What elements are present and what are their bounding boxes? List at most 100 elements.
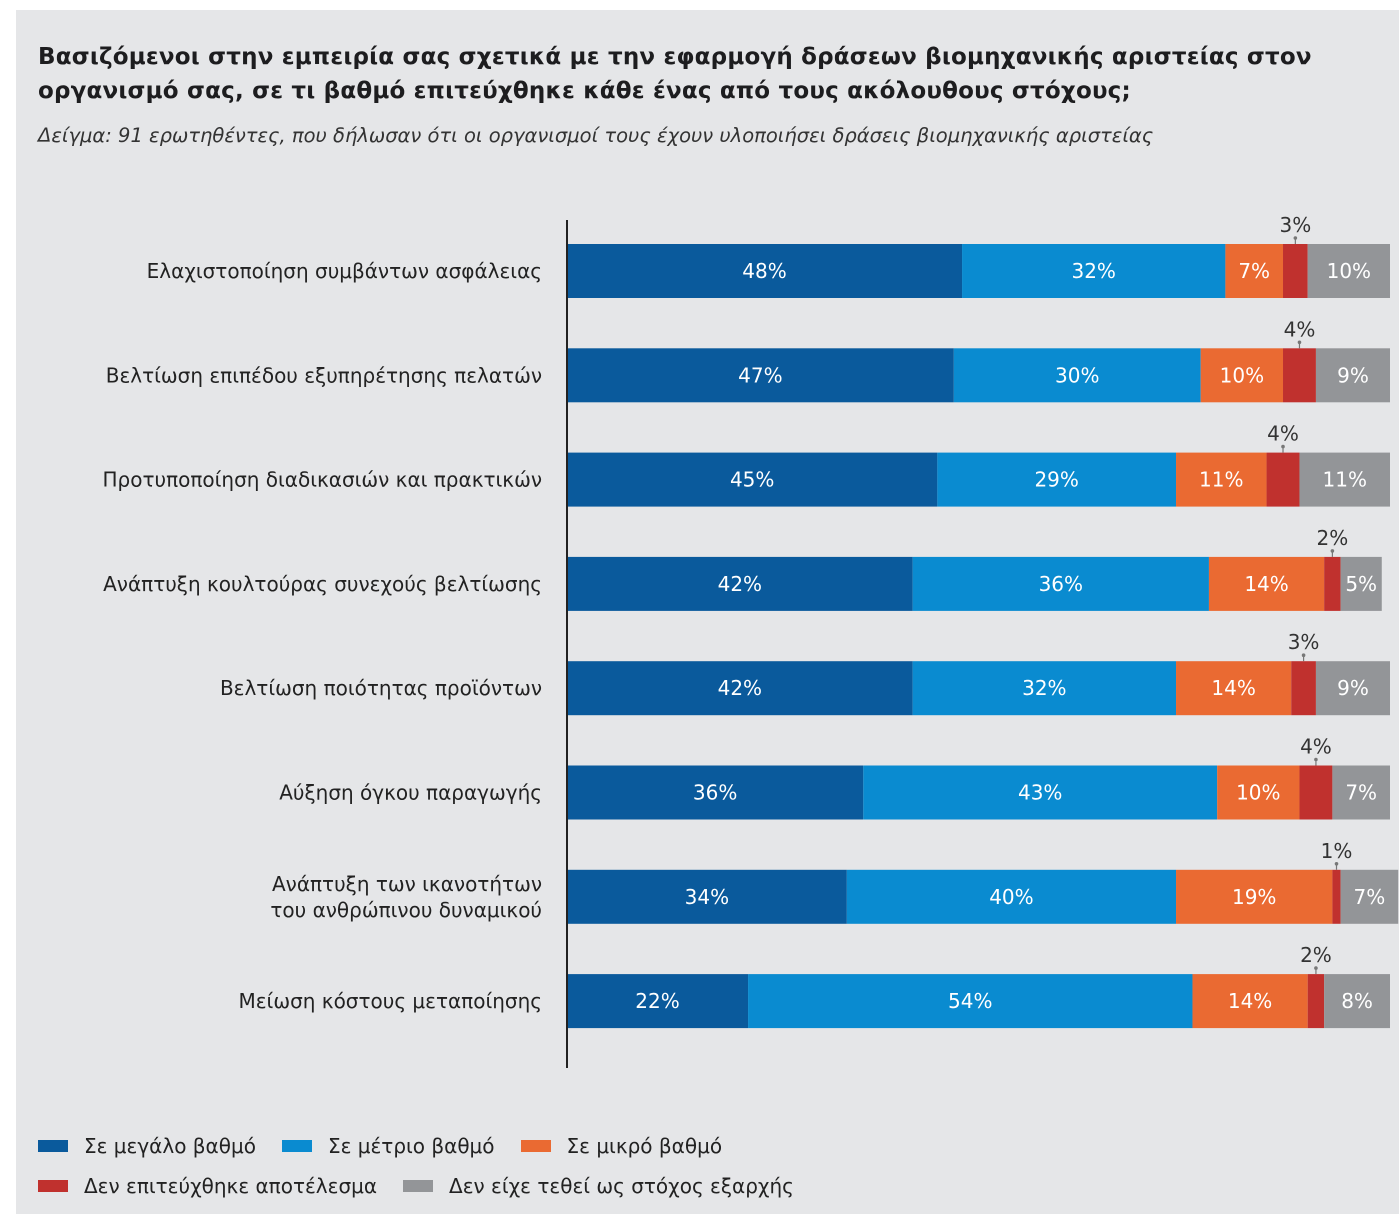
data-label: 36%: [1039, 572, 1083, 596]
category-label: Αύξηση όγκου παραγωγής: [279, 781, 542, 805]
legend-item: Σε μέτριο βαθμό: [281, 1134, 495, 1158]
category-label-line: Ανάπτυξη των ικανοτήτων: [272, 872, 542, 896]
bar-segment: [1307, 974, 1325, 1029]
legend-label: Σε μικρό βαθμό: [566, 1134, 723, 1158]
data-label: 1%: [1321, 839, 1353, 863]
data-label: 54%: [948, 989, 992, 1013]
data-label: 7%: [1354, 885, 1386, 909]
leader-dot: [1334, 862, 1339, 866]
data-label: 14%: [1211, 676, 1255, 700]
bar-segment: [1291, 661, 1316, 716]
bar-segment: [912, 556, 1209, 611]
category-label: Βελτίωση ποιότητας προϊόντων: [220, 676, 542, 700]
data-label: 11%: [1199, 468, 1243, 492]
data-label: 2%: [1317, 526, 1349, 550]
category-label: Βελτίωση επιπέδου εξυπηρέτησης πελατών: [106, 363, 542, 387]
legend-swatch: [38, 1180, 68, 1192]
leader-dot: [1297, 340, 1302, 345]
data-label: 2%: [1300, 943, 1332, 967]
bar-segment: [1283, 244, 1308, 298]
legend-swatch: [520, 1140, 551, 1152]
legend-label: Δεν επιτεύχθηκε αποτέλεσμα: [84, 1174, 378, 1198]
category-label: Ανάπτυξη κουλτούρας συνεχούς βελτίωσης: [103, 572, 542, 596]
legend-item: Δεν επιτεύχθηκε αποτέλεσμα: [38, 1174, 377, 1198]
data-label: 7%: [1238, 259, 1270, 283]
legend-label: Σε μέτριο βαθμό: [327, 1134, 495, 1158]
bar-segment: [1332, 765, 1390, 820]
data-label: 10%: [1236, 781, 1280, 805]
legend-row: Δεν επιτεύχθηκε αποτέλεσμα Δεν είχε τεθεί…: [38, 1166, 1038, 1206]
data-label: 4%: [1267, 422, 1299, 446]
data-label: 42%: [718, 572, 762, 596]
data-label: 14%: [1228, 989, 1272, 1013]
bar-segment: [1200, 348, 1284, 403]
data-label: 8%: [1341, 989, 1373, 1013]
bar-segment: [1315, 348, 1390, 403]
data-label: 4%: [1284, 317, 1316, 341]
bar-segment: [1266, 452, 1300, 507]
legend-swatch: [38, 1140, 68, 1152]
chart-title: Βασιζόμενοι στην εμπειρία σας σχετικά με…: [38, 44, 1312, 104]
bar-segment: [1283, 348, 1316, 403]
legend-label: Σε μεγάλο βαθμό: [84, 1134, 256, 1158]
data-label: 22%: [635, 989, 679, 1013]
bar-segment: [567, 661, 913, 716]
data-label: 9%: [1337, 363, 1369, 387]
bar-segment: [953, 348, 1201, 403]
leader-dot: [1301, 653, 1306, 657]
data-label: 43%: [1018, 781, 1062, 805]
data-label: 42%: [718, 676, 762, 700]
category-label: Ελαχιστοποίηση συμβάντων ασφάλειας: [147, 259, 542, 283]
bar-segment: [912, 661, 1177, 716]
legend-item: Δεν είχε τεθεί ως στόχος εξαρχής: [403, 1174, 794, 1198]
category-label: Προτυποποίηση διαδικασιών και πρακτικών: [103, 468, 543, 492]
legend-row: Σε μεγάλο βαθμό Σε μέτριο βαθμό Σε μικρό β…: [38, 1126, 1038, 1166]
bar-segment: [1324, 974, 1390, 1029]
bar-segment: [1225, 244, 1284, 298]
bar-segment: [1315, 661, 1390, 716]
bar-segment: [962, 244, 1226, 298]
bar-segment: [1307, 244, 1390, 298]
bar-segment: [1340, 869, 1399, 924]
data-label: 9%: [1337, 676, 1369, 700]
bar-segment: [846, 869, 1177, 924]
data-label: 29%: [1034, 468, 1078, 492]
bar-segment: [567, 869, 847, 924]
bar-segment: [1340, 556, 1382, 611]
data-label: 30%: [1055, 363, 1099, 387]
bar-segment: [567, 244, 963, 298]
legend-item: Σε μικρό βαθμό: [520, 1134, 723, 1158]
leader-dot: [1314, 757, 1318, 762]
bar-segment: [748, 974, 1193, 1029]
data-label: 34%: [685, 885, 729, 909]
data-label: 32%: [1071, 259, 1115, 283]
chart-subtitle: Δείγμα: 91 ερωτηθέντες, που δήλωσαν ότι …: [38, 124, 1154, 147]
data-label: 14%: [1244, 572, 1288, 596]
category-label: Ανάπτυξη των ικανοτήτων του ανθρώπινου δυ…: [270, 872, 542, 922]
data-label: 10%: [1220, 363, 1264, 387]
legend-swatch: [281, 1140, 312, 1152]
bar-segment: [1332, 869, 1341, 924]
data-label: 5%: [1345, 572, 1377, 596]
bar-segment: [1176, 869, 1333, 924]
bar-segment: [567, 452, 938, 507]
data-label: 11%: [1323, 468, 1367, 492]
bar-segment: [1324, 556, 1341, 611]
data-label: 10%: [1327, 259, 1371, 283]
leader-dot: [1293, 236, 1298, 240]
bar-segment: [1192, 974, 1308, 1029]
data-label: 40%: [989, 885, 1033, 909]
data-label: 48%: [742, 259, 786, 283]
data-label: 3%: [1288, 630, 1320, 654]
leader-dot: [1281, 444, 1285, 449]
bar-segment: [1176, 661, 1292, 716]
leader-dot: [1314, 966, 1318, 970]
category-label: Μείωση κόστους μεταποίησης: [238, 989, 542, 1013]
legend-item: Σε μεγάλο βαθμό: [38, 1134, 256, 1158]
data-label: 45%: [730, 468, 774, 492]
data-label: 3%: [1279, 213, 1311, 237]
bar-segment: [863, 765, 1218, 820]
bar-segment: [1217, 765, 1300, 820]
legend: Σε μεγάλο βαθμό Σε μέτριο βαθμό Σε μικρό β…: [38, 1126, 1038, 1206]
